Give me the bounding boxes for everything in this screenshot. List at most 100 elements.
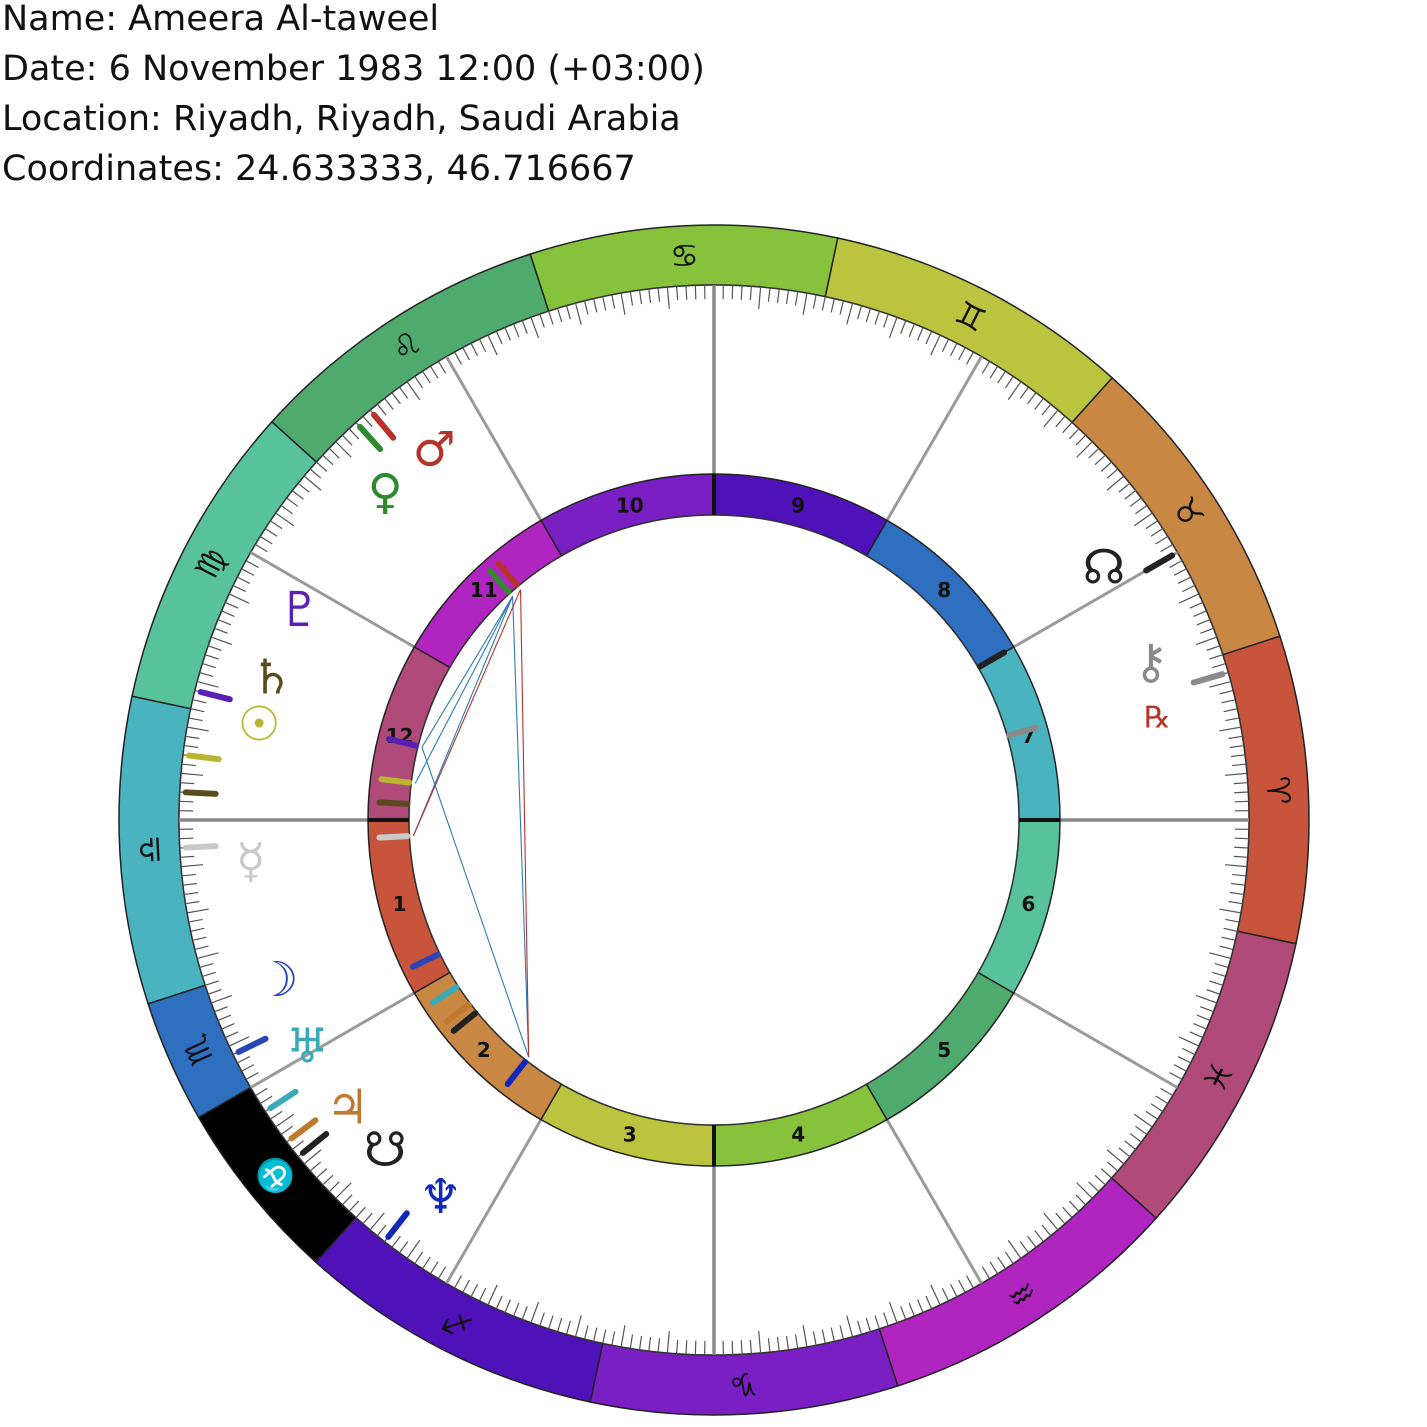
degree-tick bbox=[504, 1299, 511, 1313]
degree-tick bbox=[232, 584, 246, 593]
degree-tick bbox=[1075, 1194, 1087, 1206]
degree-tick bbox=[1173, 568, 1187, 576]
degree-tick bbox=[1043, 1212, 1059, 1231]
degree-tick bbox=[657, 1338, 661, 1353]
degree-tick bbox=[199, 963, 214, 969]
degree-tick bbox=[348, 428, 360, 440]
degree-tick bbox=[685, 1340, 688, 1355]
degree-tick bbox=[602, 1329, 607, 1344]
degree-tick bbox=[989, 365, 999, 379]
house-label: 6 bbox=[1021, 892, 1035, 916]
degree-tick bbox=[1195, 636, 1217, 646]
uranus-inner-mark bbox=[430, 984, 460, 1006]
degree-tick bbox=[185, 900, 200, 905]
degree-tick bbox=[487, 334, 498, 356]
degree-tick bbox=[188, 918, 203, 923]
mercury-icon: ☿ bbox=[236, 834, 265, 890]
aspect-line bbox=[519, 589, 530, 1058]
degree-tick bbox=[181, 763, 196, 767]
degree-tick bbox=[225, 601, 239, 609]
north-node-inner-mark bbox=[976, 649, 1008, 670]
degree-tick bbox=[192, 699, 207, 704]
degree-tick bbox=[908, 323, 915, 338]
chart-coordinates: Coordinates: 24.633333, 46.716667 bbox=[2, 149, 636, 189]
degree-tick bbox=[1228, 900, 1243, 905]
degree-tick bbox=[776, 288, 780, 303]
degree-tick bbox=[1106, 1161, 1119, 1172]
degree-tick bbox=[1160, 543, 1173, 553]
degree-tick bbox=[1209, 654, 1224, 660]
moon-outer-mark bbox=[235, 1035, 269, 1055]
degree-tick bbox=[666, 286, 670, 310]
degree-tick bbox=[1228, 735, 1243, 740]
degree-tick bbox=[883, 313, 889, 328]
degree-tick bbox=[557, 1318, 563, 1332]
venus-outer-mark bbox=[357, 423, 384, 453]
degree-tick bbox=[241, 1064, 255, 1072]
south-node-inner-mark bbox=[450, 1010, 479, 1034]
degree-tick bbox=[548, 1315, 554, 1330]
degree-tick bbox=[812, 294, 817, 309]
degree-tick bbox=[1100, 1168, 1112, 1179]
house-inner-disk bbox=[408, 514, 1020, 1126]
chart-date: Date: 6 November 1983 12:00 (+03:00) bbox=[2, 49, 705, 89]
degree-tick bbox=[666, 1330, 670, 1354]
degree-tick bbox=[1200, 627, 1214, 634]
venus-inner-mark bbox=[486, 568, 512, 595]
degree-tick bbox=[454, 351, 462, 365]
degree-tick bbox=[309, 1161, 322, 1172]
house-label: 2 bbox=[477, 1038, 491, 1062]
degree-tick bbox=[1225, 717, 1240, 722]
degree-tick bbox=[1219, 908, 1241, 914]
degree-tick bbox=[470, 343, 479, 357]
degree-tick bbox=[188, 717, 203, 722]
degree-tick bbox=[1106, 1149, 1125, 1165]
degree-tick bbox=[1129, 1133, 1142, 1143]
cancer-sign-icon: ♋ bbox=[669, 236, 700, 275]
uranus-outer-mark bbox=[267, 1088, 299, 1112]
aries-sign-icon: ♈ bbox=[1259, 775, 1298, 806]
degree-tick bbox=[874, 310, 880, 325]
degree-tick bbox=[1160, 1087, 1173, 1097]
degree-tick bbox=[1196, 619, 1211, 626]
degree-tick bbox=[437, 1266, 447, 1279]
degree-tick bbox=[197, 680, 219, 688]
degree-tick bbox=[1232, 763, 1247, 767]
degree-tick bbox=[846, 1315, 854, 1337]
degree-tick bbox=[1041, 403, 1052, 416]
degree-tick bbox=[406, 1239, 421, 1259]
degree-tick bbox=[830, 298, 835, 313]
degree-tick bbox=[1043, 409, 1059, 428]
degree-tick bbox=[830, 1327, 835, 1342]
degree-tick bbox=[1100, 461, 1112, 472]
house-label: 8 bbox=[937, 578, 951, 602]
degree-tick bbox=[280, 1125, 293, 1135]
degree-tick bbox=[429, 1261, 439, 1275]
degree-tick bbox=[749, 1339, 752, 1354]
degree-tick bbox=[1231, 754, 1246, 758]
house-cusp-line bbox=[249, 991, 416, 1089]
degree-tick bbox=[478, 1288, 487, 1302]
moon-inner-mark bbox=[409, 951, 442, 970]
degree-tick bbox=[1189, 601, 1203, 609]
degree-tick bbox=[391, 1235, 401, 1248]
degree-tick bbox=[303, 475, 322, 491]
degree-tick bbox=[292, 490, 304, 500]
degree-tick bbox=[758, 286, 762, 310]
degree-tick bbox=[1004, 1251, 1014, 1264]
degree-tick bbox=[620, 293, 626, 315]
degree-tick bbox=[1223, 708, 1238, 713]
degree-tick bbox=[981, 361, 991, 374]
house-label: 3 bbox=[623, 1122, 637, 1146]
degree-tick bbox=[1124, 1140, 1136, 1150]
degree-tick bbox=[1224, 772, 1248, 776]
house-label: 11 bbox=[470, 578, 498, 602]
degree-tick bbox=[949, 1283, 958, 1297]
degree-tick bbox=[941, 338, 950, 352]
degree-tick bbox=[1062, 1206, 1073, 1218]
degree-tick bbox=[657, 287, 661, 302]
degree-tick bbox=[437, 361, 447, 374]
degree-tick bbox=[1196, 1014, 1211, 1021]
degree-tick bbox=[237, 1055, 251, 1064]
degree-tick bbox=[197, 952, 219, 960]
